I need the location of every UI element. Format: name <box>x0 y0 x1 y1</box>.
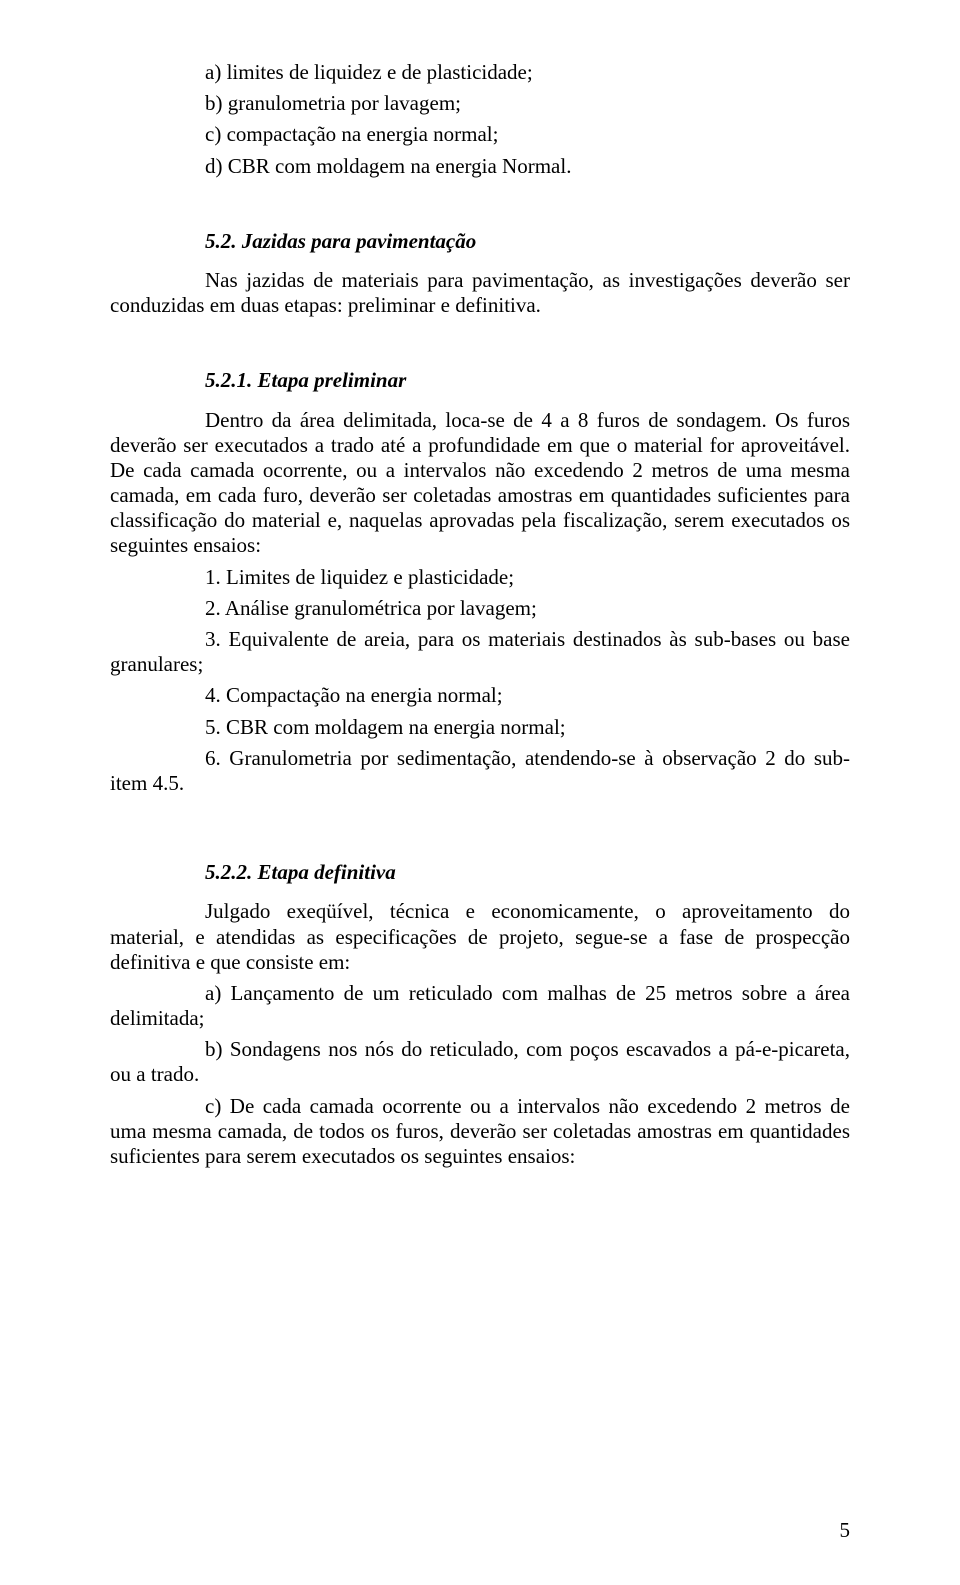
list-item: 6. Granulometria por sedimentação, atend… <box>110 746 850 796</box>
body-paragraph: Julgado exeqüível, técnica e economicame… <box>110 899 850 975</box>
list-item: 2. Análise granulométrica por lavagem; <box>110 596 850 621</box>
subsection-heading: 5.2.1. Etapa preliminar <box>110 368 850 393</box>
list-item: 4. Compactação na energia normal; <box>110 683 850 708</box>
section-heading: 5.2. Jazidas para pavimentação <box>110 229 850 254</box>
body-paragraph: Nas jazidas de materiais para pavimentaç… <box>110 268 850 318</box>
list-item: 5. CBR com moldagem na energia normal; <box>110 715 850 740</box>
list-item: c) compactação na energia normal; <box>110 122 850 147</box>
subsection-heading: 5.2.2. Etapa definitiva <box>110 860 850 885</box>
list-item: a) limites de liquidez e de plasticidade… <box>110 60 850 85</box>
list-item: b) Sondagens nos nós do reticulado, com … <box>110 1037 850 1087</box>
list-item: 3. Equivalente de areia, para os materia… <box>110 627 850 677</box>
list-item: 1. Limites de liquidez e plasticidade; <box>110 565 850 590</box>
list-item: c) De cada camada ocorrente ou a interva… <box>110 1094 850 1170</box>
list-item: b) granulometria por lavagem; <box>110 91 850 116</box>
list-item: d) CBR com moldagem na energia Normal. <box>110 154 850 179</box>
document-page: a) limites de liquidez e de plasticidade… <box>0 0 960 1585</box>
page-number: 5 <box>840 1518 851 1543</box>
body-paragraph: Dentro da área delimitada, loca-se de 4 … <box>110 408 850 559</box>
list-item: a) Lançamento de um reticulado com malha… <box>110 981 850 1031</box>
